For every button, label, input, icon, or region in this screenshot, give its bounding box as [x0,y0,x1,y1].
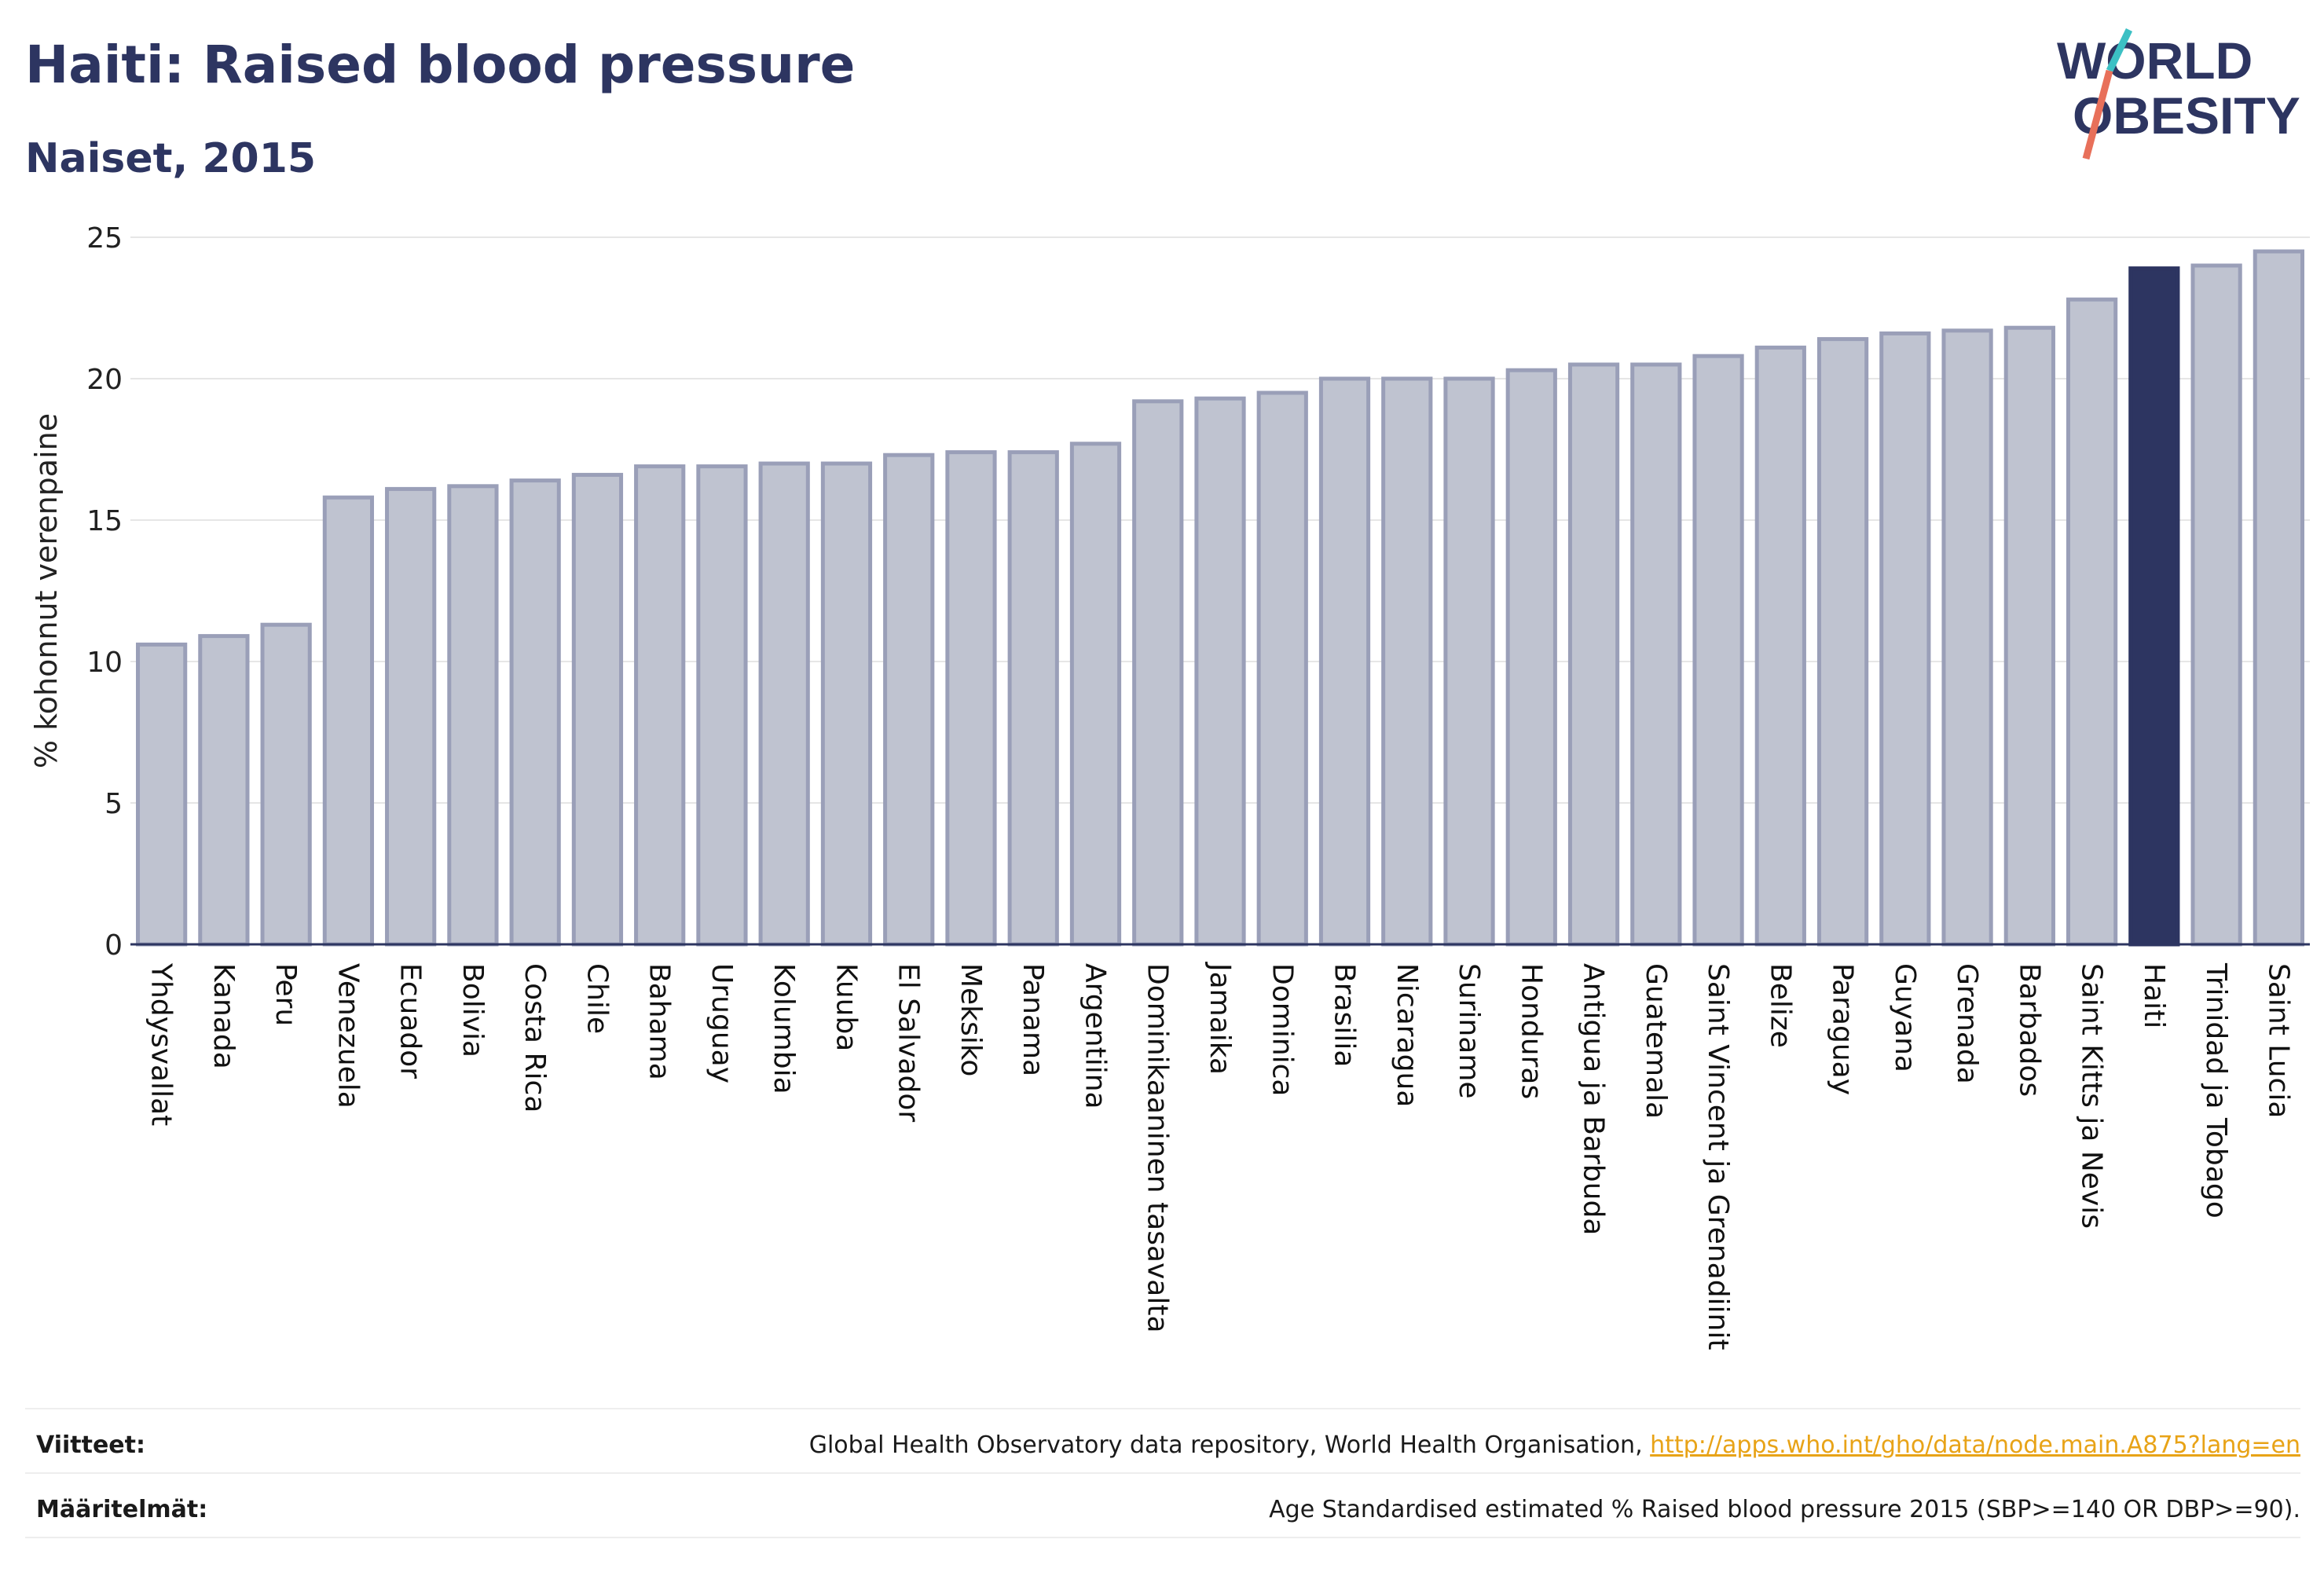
bar [385,486,437,947]
definitions-text: Age Standardised estimated % Raised bloo… [1269,1496,2300,1523]
bar [1816,337,1869,947]
sources-text: Global Health Observatory data repositor… [809,1431,2300,1459]
x-tick-label: Argentiina [1079,963,1111,1109]
x-tick-label: Grenada [1951,963,1983,1084]
x-tick-label: Meksiko [955,963,987,1076]
x-tick-label: Kanada [207,963,240,1069]
y-tick-label: 15 [86,505,123,537]
bar [509,478,561,947]
definitions-label: Määritelmät: [36,1496,208,1523]
x-tick-label: Saint Vincent ja Grenadiinit [1702,963,1734,1351]
x-tick-label: Kolumbia [768,963,800,1094]
logo-line-2: OBESITY [2073,86,2300,145]
y-tick-label: 20 [86,364,123,396]
bar [1443,376,1495,947]
x-tick-label: Chile [581,963,613,1034]
bar [1692,354,1744,947]
y-tick-label: 25 [86,222,123,255]
bar [571,472,624,947]
bar [1194,396,1246,947]
x-tick-label: Antigua ja Barbuda [1578,963,1610,1235]
bar [1132,399,1184,947]
x-tick-label: Kuuba [830,963,862,1051]
x-tick-label: Dominikaaninen tasavalta [1142,963,1174,1333]
x-tick-label: Panama [1017,963,1049,1076]
bar [945,450,997,947]
y-tick-label: 0 [104,929,123,962]
bar [260,622,312,947]
y-axis-label: % kohonnut verenpaine [29,413,64,768]
bar [696,464,748,947]
x-tick-label: Guyana [1889,963,1921,1072]
bar [1256,390,1308,947]
logo-slash-coral [2082,69,2113,160]
bar [883,453,935,947]
x-tick-label: Nicaragua [1391,963,1423,1107]
bar [1754,345,1806,947]
world-obesity-logo: WORLD OBESITY [2057,28,2300,160]
x-tick-label: Yhdysvallat [145,962,178,1126]
sources-description: Global Health Observatory data repositor… [808,1431,1651,1459]
x-tick-label: Haiti [2138,963,2170,1028]
x-tick-label: Guatemala [1640,963,1672,1119]
x-tick-label: Trinidad ja Tobago [2200,962,2232,1219]
bar [1069,442,1122,947]
chart-title: Haiti: Raised blood pressure [25,35,856,95]
x-tick-label: Jamaika [1204,962,1236,1075]
bar [1879,331,1931,947]
x-tick-label: Venezuela [332,963,364,1109]
bar [1318,376,1371,947]
bar [1381,376,1433,947]
bar [1630,362,1682,947]
bar [1007,450,1059,947]
footer-divider-top [25,1408,2300,1409]
bar [634,464,686,947]
logo-slash-teal [2106,28,2133,72]
bar [322,495,375,947]
logo-line-1: WORLD [2057,31,2253,90]
x-tick-label: Peru [269,963,302,1026]
x-tick-label: Dominica [1266,963,1298,1097]
x-tick-label: Suriname [1453,963,1485,1099]
x-tick-label: Ecuador [394,963,427,1079]
x-tick-label: Honduras [1515,963,1547,1099]
x-tick-label: Saint Kitts ja Nevis [2076,963,2108,1229]
x-tick-label: Bahama [643,963,676,1080]
bar [198,634,250,947]
bar [2003,325,2055,947]
x-tick-label: Uruguay [706,963,738,1083]
chart-subtitle: Naiset, 2015 [25,135,317,182]
x-tick-label: El Salvador [893,963,925,1122]
footer-divider-bottom [25,1537,2300,1538]
x-tick-label: Costa Rica [519,963,551,1112]
bar [136,642,188,947]
bar [1505,368,1557,947]
bar [2190,263,2242,947]
bar [1567,362,1620,947]
bar-chart: 0 5 10 15 20 25 % kohonnut verenpaine Yhdysvall… [29,222,2310,1351]
bar [2066,297,2118,947]
bar [2128,266,2180,947]
x-tick-label: Brasilia [1329,963,1361,1067]
bar [1941,328,1993,947]
x-tick-label: Bolivia [456,963,489,1057]
x-tick-label: Belize [1764,963,1796,1048]
y-tick-label: 10 [86,647,123,679]
x-tick-label: Paraguay [1827,963,1859,1095]
sources-link[interactable]: http://apps.who.int/gho/data/node.main.A… [1650,1431,2300,1459]
bar [2253,249,2304,947]
footer-divider-middle [25,1472,2300,1474]
bar [820,461,873,947]
x-tick-label: Saint Lucia [2262,963,2294,1118]
y-tick-label: 5 [104,788,123,820]
bar [758,461,810,947]
bar [447,484,499,947]
x-tick-label: Barbados [2013,963,2045,1097]
sources-label: Viitteet: [36,1431,145,1459]
